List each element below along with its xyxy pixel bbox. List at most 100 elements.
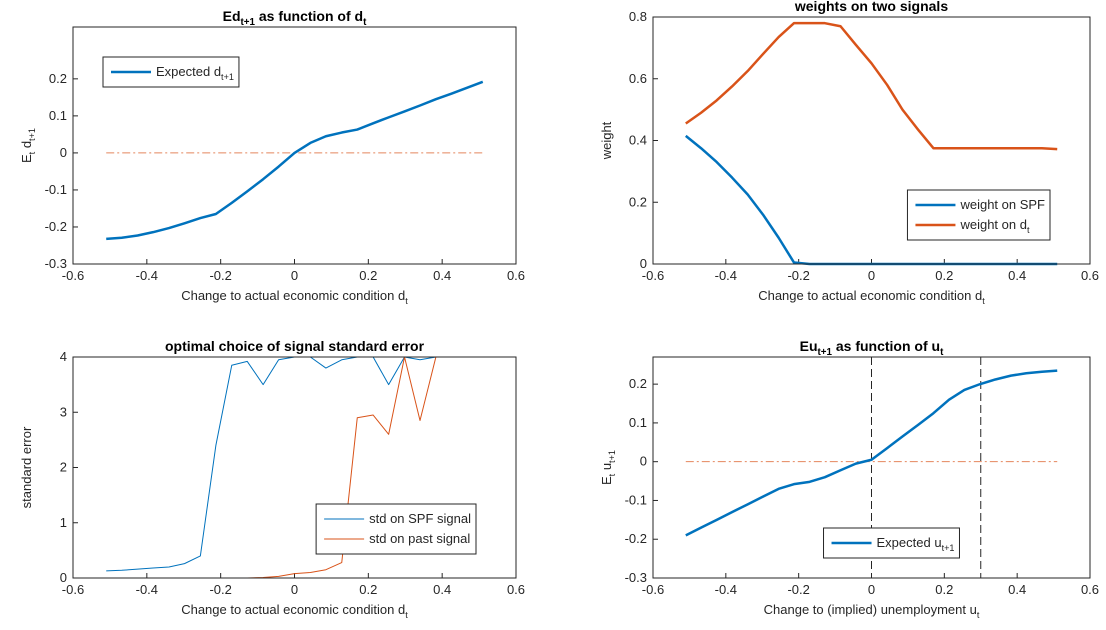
x-tick-label: -0.4: [136, 268, 158, 283]
x-tick-label: 0.6: [1081, 582, 1099, 597]
text-part: Change to (implied) unemployment u: [764, 602, 977, 617]
subscript: t: [977, 610, 980, 620]
y-tick-label: -0.3: [45, 256, 67, 271]
subplot: -0.6 -0.4 -0.2 0 0.2 0.4 0.6 0 1 2 3 4 optimal choic…: [19, 338, 525, 620]
axes-box: [72, 26, 517, 265]
y-tick-label: 0: [640, 256, 647, 271]
x-axis-label: Change to actual economic condition dt: [758, 288, 985, 306]
x-tick-label: -0.2: [787, 268, 809, 283]
y-tick-label: 3: [60, 404, 67, 419]
subscript: t: [607, 473, 617, 476]
subscript: t: [982, 296, 985, 306]
chart-title: Eut+1 as function of ut: [800, 338, 944, 358]
y-axis-label: standard error: [19, 426, 34, 508]
text-part: Ed: [223, 8, 241, 24]
legend: std on SPF signal std on past signal: [315, 503, 477, 555]
legend-label: std on SPF signal: [369, 511, 471, 526]
subscript: t: [940, 347, 944, 358]
subplot: -0.6 -0.4 -0.2 0 0.2 0.4 0.6 0 0.2 0.4 0.6 0.8 weigh…: [599, 0, 1099, 306]
text-part: u: [599, 463, 614, 474]
x-tick-label: -0.4: [715, 582, 737, 597]
x-tick-label: 0.2: [935, 582, 953, 597]
subscript: t: [405, 296, 408, 306]
axes-box: [72, 356, 517, 579]
y-tick-label: 2: [60, 460, 67, 475]
y-tick-label: 0.2: [629, 194, 647, 209]
x-tick-label: 0: [291, 582, 298, 597]
text-part: Expected u: [877, 535, 942, 550]
chart-title: optimal choice of signal standard error: [165, 338, 425, 354]
x-tick-label: -0.2: [787, 582, 809, 597]
legend: Expected dt+1: [102, 56, 240, 88]
series-line: [106, 80, 484, 241]
y-tick-label: -0.1: [45, 182, 67, 197]
y-tick-label: 0.1: [49, 108, 67, 123]
text-part: Eu: [800, 338, 818, 354]
legend-label: weight on SPF: [959, 197, 1045, 212]
y-tick-label: 0.8: [629, 9, 647, 24]
y-tick-label: -0.2: [45, 219, 67, 234]
series-line: [685, 21, 1058, 151]
x-axis-label: Change to (implied) unemployment ut: [764, 602, 980, 620]
y-tick-label: 0: [60, 145, 67, 160]
text-part: as function of u: [832, 338, 940, 354]
y-tick-label: 0.2: [629, 376, 647, 391]
x-tick-label: -0.4: [136, 582, 158, 597]
y-axis-label: Et dt+1: [19, 128, 37, 163]
x-tick-label: 0.2: [935, 268, 953, 283]
y-tick-label: 0.4: [629, 133, 647, 148]
text-part: Change to actual economic condition d: [181, 288, 405, 303]
x-axis-label: Change to actual economic condition dt: [181, 288, 408, 306]
x-tick-label: 0: [868, 268, 875, 283]
y-tick-label: 0.6: [629, 71, 647, 86]
y-tick-label: 4: [60, 349, 67, 364]
y-tick-label: 0: [640, 454, 647, 469]
text-part: weight on d: [959, 217, 1027, 232]
subscript: t: [1027, 225, 1030, 235]
x-tick-label: -0.2: [209, 268, 231, 283]
text-part: E: [599, 476, 614, 485]
x-tick-label: 0.2: [359, 268, 377, 283]
x-tick-label: 0.2: [359, 582, 377, 597]
y-tick-label: 0.2: [49, 71, 67, 86]
x-tick-label: 0.4: [1008, 582, 1026, 597]
legend: weight on SPF weight on dt: [906, 189, 1051, 241]
subscript: t: [363, 17, 367, 28]
text-part: E: [19, 154, 34, 163]
text-part: Change to actual economic condition d: [758, 288, 982, 303]
y-tick-label: 0: [60, 570, 67, 585]
legend-box: [906, 189, 1051, 241]
axes-box: [652, 16, 1091, 265]
y-tick-label: 0.1: [629, 415, 647, 430]
x-tick-label: 0.6: [507, 268, 525, 283]
y-tick-label: -0.3: [625, 570, 647, 585]
y-tick-label: -0.1: [625, 492, 647, 507]
text-part: Change to actual economic condition d: [181, 602, 405, 617]
subplot: -0.6 -0.4 -0.2 0 0.2 0.4 0.6 -0.3 -0.2 -0.1 0 0.1 0.…: [19, 8, 525, 306]
text-part: Expected d: [156, 64, 221, 79]
legend-label: weight on dt: [959, 217, 1030, 235]
subscript: t+1: [27, 128, 37, 141]
y-tick-label: -0.2: [625, 531, 647, 546]
subscript: t+1: [607, 450, 617, 463]
chart-title: weights on two signals: [794, 0, 948, 14]
y-tick-label: 1: [60, 515, 67, 530]
x-tick-label: 0.6: [1081, 268, 1099, 283]
legend-label: Expected dt+1: [156, 64, 234, 82]
x-axis-label: Change to actual economic condition dt: [181, 602, 408, 620]
subscript: t+1: [818, 347, 833, 358]
x-tick-label: 0.4: [433, 268, 451, 283]
subscript: t+1: [221, 72, 234, 82]
x-tick-label: -0.4: [715, 268, 737, 283]
text-part: as function of d: [255, 8, 363, 24]
legend-label: Expected ut+1: [877, 535, 955, 553]
x-tick-label: -0.2: [209, 582, 231, 597]
x-tick-label: 0.4: [433, 582, 451, 597]
chart-title: Edt+1 as function of dt: [223, 8, 367, 28]
legend-label: std on past signal: [369, 531, 470, 546]
subscript: t: [405, 610, 408, 620]
x-tick-label: 0: [291, 268, 298, 283]
subscript: t: [27, 151, 37, 154]
x-tick-label: -0.6: [642, 268, 664, 283]
axes-box: [652, 356, 1091, 579]
